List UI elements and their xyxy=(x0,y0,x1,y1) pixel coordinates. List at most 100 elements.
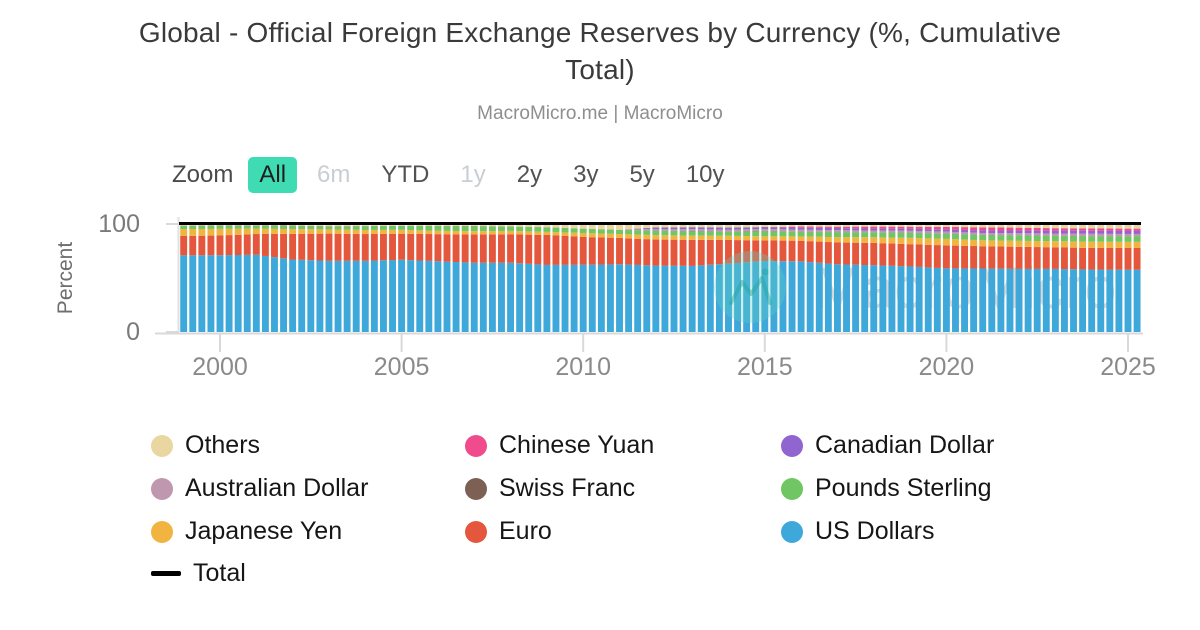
others-swatch xyxy=(151,434,173,457)
bar-segment xyxy=(779,227,787,230)
bar-segment xyxy=(870,242,878,266)
legend-label: Japanese Yen xyxy=(185,517,343,545)
bar-segment xyxy=(225,235,233,256)
bar-segment xyxy=(289,224,297,226)
legend-item-us-dollars[interactable]: US Dollars xyxy=(781,517,934,546)
bar-segment xyxy=(725,239,732,264)
legend-item-australian-dollar[interactable]: Australian Dollar xyxy=(151,474,368,503)
bar-segment xyxy=(715,264,723,332)
bar-segment xyxy=(1051,224,1059,229)
bar-segment xyxy=(806,262,814,332)
bar-segment xyxy=(416,226,424,231)
bar-segment xyxy=(952,245,959,269)
bar-segment xyxy=(352,226,360,230)
bar-segment xyxy=(398,233,406,260)
bar-segment xyxy=(343,226,351,230)
bar-segment xyxy=(752,261,760,332)
bar-segment xyxy=(507,234,515,263)
bar-segment xyxy=(915,238,923,245)
y-axis-title: Percent xyxy=(54,241,77,315)
zoom-button-5y[interactable]: 5y xyxy=(618,157,665,193)
legend-item-others[interactable]: Others xyxy=(151,431,260,460)
legend-item-euro[interactable]: Euro xyxy=(465,517,552,546)
bar-segment xyxy=(888,226,896,229)
bar-segment xyxy=(833,264,841,332)
bar-segment xyxy=(1006,230,1014,234)
bar-segment xyxy=(815,229,823,232)
bar-segment xyxy=(1060,230,1068,234)
bar-segment xyxy=(379,229,387,234)
bar-segment xyxy=(1088,228,1096,231)
bar-segment xyxy=(815,227,823,230)
bar-segment xyxy=(225,224,233,226)
bar-segment xyxy=(1015,240,1023,247)
bar-segment xyxy=(706,231,714,236)
legend-item-total[interactable]: Total xyxy=(151,559,246,588)
bar-segment xyxy=(198,224,206,226)
bar-segment xyxy=(198,235,206,256)
bar-segment xyxy=(942,268,950,332)
bar-segment xyxy=(743,236,751,241)
bar-segment xyxy=(579,236,587,265)
bar-segment xyxy=(779,226,787,228)
legend-item-pounds-sterling[interactable]: Pounds Sterling xyxy=(781,474,992,503)
legend-item-swiss-franc[interactable]: Swiss Franc xyxy=(465,474,635,503)
bar-segment xyxy=(852,226,860,229)
bar-segment xyxy=(1088,224,1096,229)
bar-segment xyxy=(334,226,342,230)
bar-segment xyxy=(743,231,751,237)
bar-segment xyxy=(189,229,197,236)
bar-segment xyxy=(688,229,696,232)
bar-segment xyxy=(1124,233,1132,237)
bar-segment xyxy=(833,230,841,233)
bar-segment xyxy=(1124,224,1132,229)
bar-segment xyxy=(1051,268,1059,332)
bar-segment xyxy=(271,224,278,226)
bar-segment xyxy=(616,224,623,230)
bar-segment xyxy=(979,240,987,247)
legend-item-canadian-dollar[interactable]: Canadian Dollar xyxy=(781,431,994,460)
bar-segment xyxy=(761,227,769,229)
bar-segment xyxy=(561,264,569,332)
bar-segment xyxy=(289,233,297,260)
bar-segment xyxy=(979,232,987,235)
zoom-button-10y[interactable]: 10y xyxy=(675,157,736,193)
bar-segment xyxy=(443,261,451,332)
bar-segment xyxy=(770,227,778,230)
zoom-button-ytd[interactable]: YTD xyxy=(370,157,440,193)
bar-segment xyxy=(870,230,878,233)
bar-segment xyxy=(525,263,533,332)
us-dollars-swatch xyxy=(781,520,803,543)
bar-segment xyxy=(1115,230,1123,234)
bar-segment xyxy=(924,224,932,227)
legend-item-japanese-yen[interactable]: Japanese Yen xyxy=(151,517,342,546)
bar-segment xyxy=(234,255,242,332)
bar-segment xyxy=(797,261,805,332)
bar-segment xyxy=(379,226,387,230)
bar-segment xyxy=(243,234,251,255)
bar-segment xyxy=(289,226,297,230)
bar-segment xyxy=(543,235,551,265)
legend-label: Others xyxy=(185,431,261,459)
zoom-button-all[interactable]: All xyxy=(248,157,298,193)
bar-segment xyxy=(843,232,850,238)
bar-segment xyxy=(189,235,197,256)
bar-segment xyxy=(788,229,796,232)
bar-segment xyxy=(425,260,433,332)
bar-segment xyxy=(743,224,751,228)
legend-item-chinese-yuan[interactable]: Chinese Yuan xyxy=(465,431,654,460)
zoom-button-3y[interactable]: 3y xyxy=(562,157,609,193)
zoom-button-2y[interactable]: 2y xyxy=(506,157,553,193)
bar-segment xyxy=(361,226,369,230)
bar-segment xyxy=(1024,233,1032,236)
bar-segment xyxy=(470,262,478,332)
bar-segment xyxy=(915,231,923,233)
bar-segment xyxy=(952,234,959,240)
bar-segment xyxy=(815,232,823,237)
bar-segment xyxy=(1033,247,1041,269)
bar-segment xyxy=(852,224,860,227)
bar-segment xyxy=(452,226,460,232)
bar-segment xyxy=(507,262,515,332)
bar-segment xyxy=(833,228,841,231)
bar-segment xyxy=(570,236,578,265)
